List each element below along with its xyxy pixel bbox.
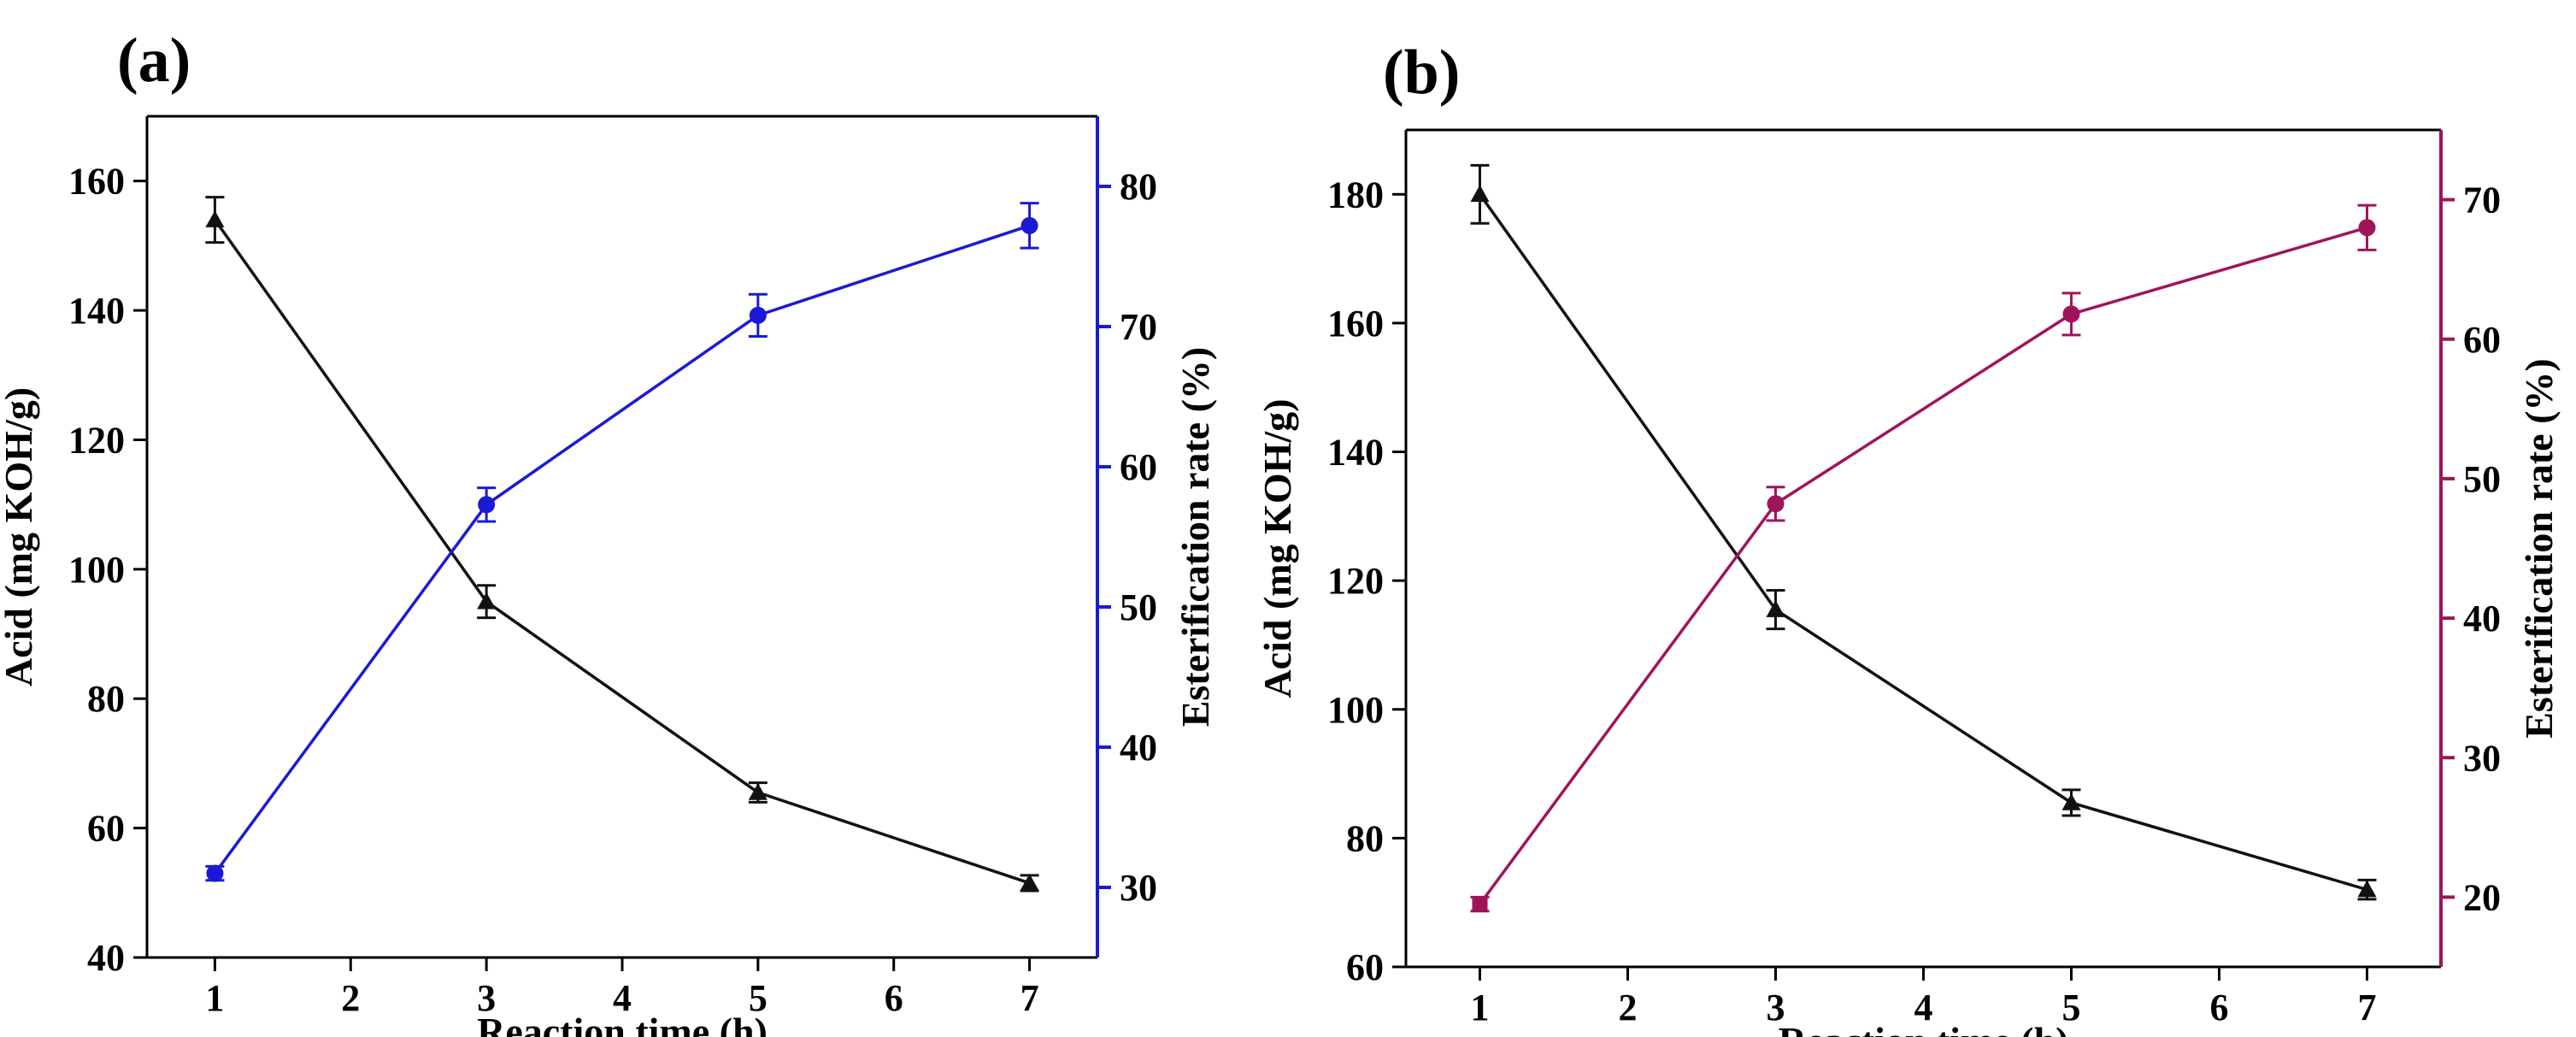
x-tick-label: 7: [1020, 977, 1039, 1019]
data-point-triangle: [2357, 880, 2377, 898]
data-point-triangle: [2061, 792, 2081, 810]
y-left-tick-label: 80: [87, 678, 125, 720]
series-esterification: [1470, 203, 2377, 913]
x-tick-label: 2: [1619, 987, 1638, 1028]
y-right-tick-label: 70: [2463, 180, 2501, 221]
y-right-tick-label: 30: [1120, 867, 1157, 909]
y-left-tick-label: 140: [68, 290, 125, 332]
y-right-tick-label: 40: [2463, 598, 2501, 639]
series-esterification: [205, 202, 1039, 882]
y-right-tick-label: 30: [2463, 737, 2501, 779]
y-right-tick-label: 70: [1120, 306, 1157, 348]
data-point-triangle: [1470, 185, 1490, 203]
y-left-axis-title: Acid (mg KOH/g): [1256, 398, 1299, 698]
x-tick-label: 7: [2358, 987, 2377, 1028]
y-left-tick-label: 60: [1346, 946, 1384, 988]
series-line: [214, 224, 1031, 875]
data-point-triangle: [748, 782, 768, 800]
y-left-tick-label: 160: [68, 161, 125, 203]
y-right-tick-label: 50: [2463, 458, 2501, 500]
y-left-tick-label: 140: [1327, 432, 1384, 474]
series-acid: [1470, 163, 2377, 901]
panel-label: (b): [1383, 38, 1460, 108]
x-tick-label: 3: [1767, 987, 1785, 1028]
data-point-triangle: [205, 210, 225, 227]
y-right-tick-label: 20: [2463, 876, 2501, 918]
data-point-circle: [1767, 495, 1785, 513]
x-tick-label: 2: [341, 977, 360, 1019]
y-left-tick-label: 100: [68, 549, 125, 591]
y-left-tick-label: 180: [1327, 174, 1384, 215]
x-tick-label: 5: [2062, 987, 2081, 1028]
series-acid: [205, 196, 1039, 893]
data-point-circle: [206, 864, 224, 882]
data-point-triangle: [1766, 600, 1785, 617]
y-right-tick-label: 60: [2463, 319, 2501, 361]
data-point-square: [1472, 896, 1488, 912]
y-left-tick-label: 40: [87, 937, 125, 979]
y-left-axis-title: Acid (mg KOH/g): [0, 387, 40, 686]
x-tick-label: 4: [613, 977, 632, 1019]
y-left-tick-label: 160: [1327, 303, 1384, 345]
data-point-circle: [1020, 216, 1038, 234]
data-point-triangle: [477, 592, 497, 610]
y-left-tick-label: 80: [1346, 817, 1384, 859]
panel-label: (a): [117, 26, 191, 96]
x-axis-title: Reaction time (h): [477, 1010, 768, 1037]
y-right-tick-label: 80: [1120, 166, 1157, 208]
y-left-tick-label: 60: [87, 808, 125, 850]
series-line: [1479, 226, 2367, 905]
data-point-triangle: [1020, 873, 1039, 891]
y-right-axis-title: Esterification rate (%): [2517, 358, 2561, 739]
data-point-circle: [2062, 305, 2080, 323]
y-right-tick-label: 40: [1120, 727, 1157, 769]
y-right-tick-label: 50: [1120, 586, 1157, 628]
x-tick-label: 4: [1914, 987, 1933, 1028]
y-left-tick-label: 100: [1327, 689, 1384, 731]
series-line: [1479, 193, 2367, 892]
x-tick-label: 1: [1471, 987, 1490, 1028]
y-left-tick-label: 120: [1327, 560, 1384, 602]
x-tick-label: 1: [205, 977, 224, 1019]
data-point-circle: [749, 306, 767, 324]
x-tick-label: 6: [2210, 987, 2229, 1028]
x-tick-label: 5: [749, 977, 768, 1019]
x-tick-label: 6: [885, 977, 903, 1019]
y-right-axis-title: Esterification rate (%): [1173, 347, 1217, 728]
x-tick-label: 3: [477, 977, 496, 1019]
x-axis-title: Reaction time (h): [1779, 1019, 2069, 1037]
data-point-circle: [2358, 219, 2376, 237]
y-left-tick-label: 120: [68, 419, 125, 461]
series-line: [214, 219, 1031, 885]
data-point-circle: [478, 496, 496, 514]
y-right-tick-label: 60: [1120, 446, 1157, 488]
